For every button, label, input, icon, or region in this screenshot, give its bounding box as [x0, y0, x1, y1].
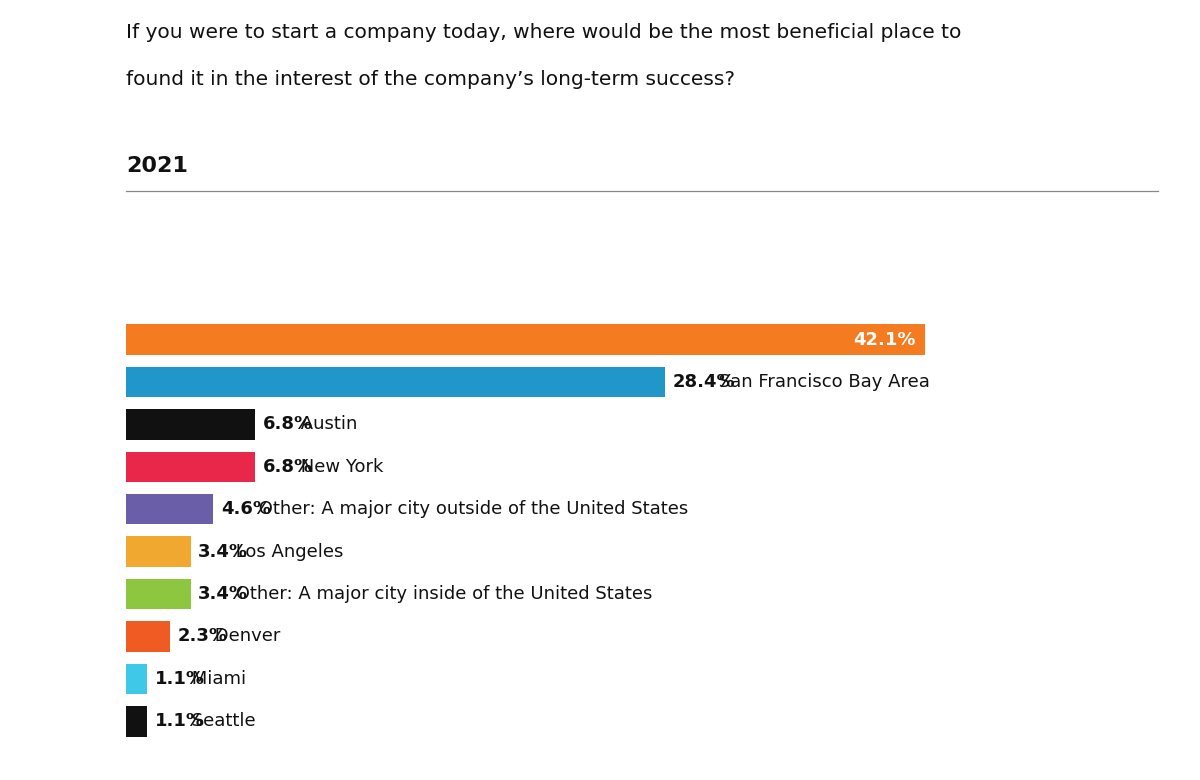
Text: found it in the interest of the company’s long-term success?: found it in the interest of the company’… — [126, 70, 734, 89]
Bar — [126, 452, 256, 482]
Bar — [126, 324, 925, 355]
Text: 2021: 2021 — [126, 156, 188, 176]
Bar — [126, 367, 665, 397]
Text: Other: A major city inside of the United States: Other: A major city inside of the United… — [230, 585, 653, 603]
Text: If you were to start a company today, where would be the most beneficial place t: If you were to start a company today, wh… — [126, 23, 961, 42]
Bar — [126, 579, 191, 609]
Text: 3.4%: 3.4% — [198, 585, 248, 603]
Bar — [126, 621, 169, 651]
Text: 2.3%: 2.3% — [178, 627, 227, 645]
Text: Austin: Austin — [294, 416, 356, 434]
Text: Distributed or remote: Distributed or remote — [918, 331, 1118, 349]
Bar — [126, 410, 256, 440]
Bar — [126, 664, 146, 694]
Text: 6.8%: 6.8% — [263, 458, 313, 476]
Text: Miami: Miami — [186, 670, 246, 688]
Bar — [126, 706, 146, 736]
Bar — [126, 494, 214, 524]
Text: 1.1%: 1.1% — [155, 712, 204, 730]
Text: 4.6%: 4.6% — [221, 500, 271, 518]
Text: 28.4%: 28.4% — [673, 373, 736, 391]
Text: 42.1%: 42.1% — [853, 331, 916, 349]
Text: Los Angeles: Los Angeles — [230, 543, 343, 561]
Bar — [126, 537, 191, 567]
Text: Other: A major city outside of the United States: Other: A major city outside of the Unite… — [253, 500, 688, 518]
Text: Seattle: Seattle — [186, 712, 256, 730]
Text: New York: New York — [294, 458, 383, 476]
Text: 6.8%: 6.8% — [263, 416, 313, 434]
Text: Denver: Denver — [209, 627, 281, 645]
Text: San Francisco Bay Area: San Francisco Bay Area — [713, 373, 930, 391]
Text: 3.4%: 3.4% — [198, 543, 248, 561]
Text: 1.1%: 1.1% — [155, 670, 204, 688]
